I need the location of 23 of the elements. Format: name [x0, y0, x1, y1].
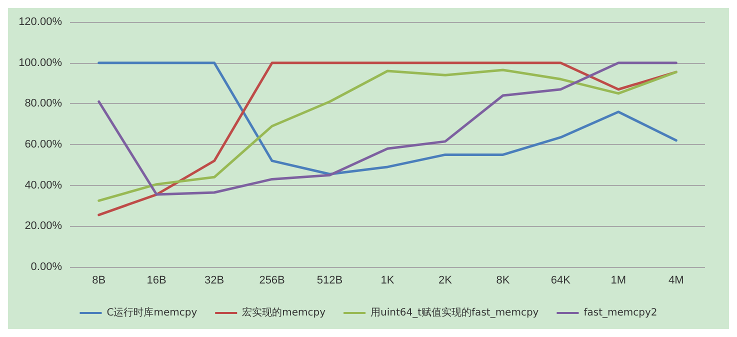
x-tick-label: 1K	[380, 274, 395, 286]
y-tick-label: 120.00%	[18, 16, 62, 28]
y-tick-label: 60.00%	[24, 138, 62, 150]
y-tick-label: 100.00%	[18, 56, 62, 69]
legend-label: 用uint64_t赋值实现的fast_memcpy	[370, 306, 539, 318]
x-tick-label: 8B	[92, 274, 106, 286]
x-tick-label: 8K	[496, 274, 510, 286]
legend-label: 宏实现的memcpy	[242, 306, 326, 318]
x-tick-label: 256B	[259, 274, 285, 286]
y-tick-label: 80.00%	[24, 98, 62, 110]
x-tick-label: 4M	[668, 274, 684, 286]
y-tick-label: 40.00%	[24, 179, 62, 192]
x-tick-label: 1M	[610, 274, 626, 286]
y-tick-label: 20.00%	[24, 220, 62, 232]
legend-label: C运行时库memcpy	[106, 306, 198, 318]
legend-label: fast_memcpy2	[584, 308, 658, 318]
line-series	[98, 62, 678, 176]
x-tick-label: 64K	[550, 274, 572, 286]
y-tick-label: 0.00%	[30, 261, 62, 273]
x-tick-label: 16B	[146, 274, 166, 286]
x-tick-label: 32B	[204, 274, 224, 286]
x-tick-label: 512B	[316, 274, 343, 286]
x-tick-label: 2K	[438, 274, 453, 286]
